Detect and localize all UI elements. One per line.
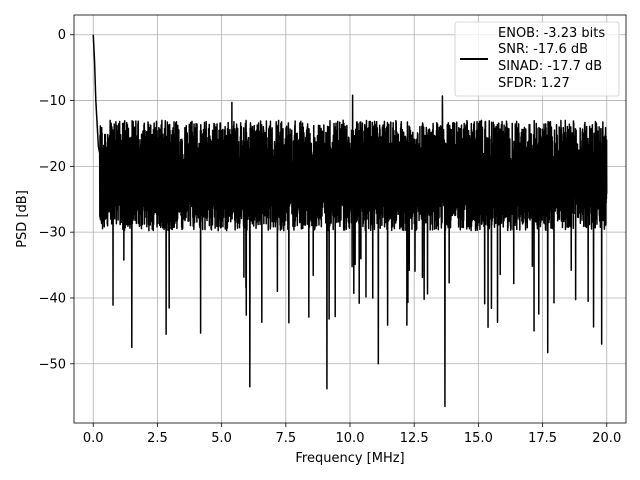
legend-snr: SNR: -17.6 dB xyxy=(498,42,588,57)
x-tick-label: 15.0 xyxy=(464,431,493,446)
x-tick-label: 10.0 xyxy=(336,431,365,446)
y-tick-label: −50 xyxy=(39,357,66,372)
legend-sinad: SINAD: -17.7 dB xyxy=(498,59,602,74)
legend-enob: ENOB: -3.23 bits xyxy=(498,26,605,41)
legend-box xyxy=(454,21,620,97)
x-axis-ticks: 0.0 2.5 5.0 7.5 10.0 12.5 15.0 17.5 20.0 xyxy=(83,423,621,446)
x-tick-label: 20.0 xyxy=(592,431,621,446)
y-tick-label: −10 xyxy=(39,94,66,109)
psd-series-line xyxy=(92,34,608,408)
x-tick-label: 17.5 xyxy=(528,431,557,446)
y-tick-label: −40 xyxy=(39,291,66,306)
x-tick-label: 12.5 xyxy=(400,431,429,446)
x-tick-label: 7.5 xyxy=(275,431,296,446)
y-tick-label: −20 xyxy=(39,160,66,175)
x-tick-label: 0.0 xyxy=(83,431,104,446)
x-tick-label: 2.5 xyxy=(147,431,168,446)
y-axis-ticks: 0 −10 −20 −30 −40 −50 xyxy=(39,28,74,372)
legend-sfdr: SFDR: 1.27 xyxy=(498,76,570,91)
legend: ENOB: -3.23 bits SNR: -17.6 dB SINAD: -1… xyxy=(454,21,620,97)
x-axis-label: Frequency [MHz] xyxy=(295,451,404,466)
y-tick-label: 0 xyxy=(58,28,66,43)
x-tick-label: 5.0 xyxy=(211,431,232,446)
series-layer xyxy=(92,34,608,408)
y-tick-label: −30 xyxy=(39,226,66,241)
y-axis-label: PSD [dB] xyxy=(15,190,30,248)
